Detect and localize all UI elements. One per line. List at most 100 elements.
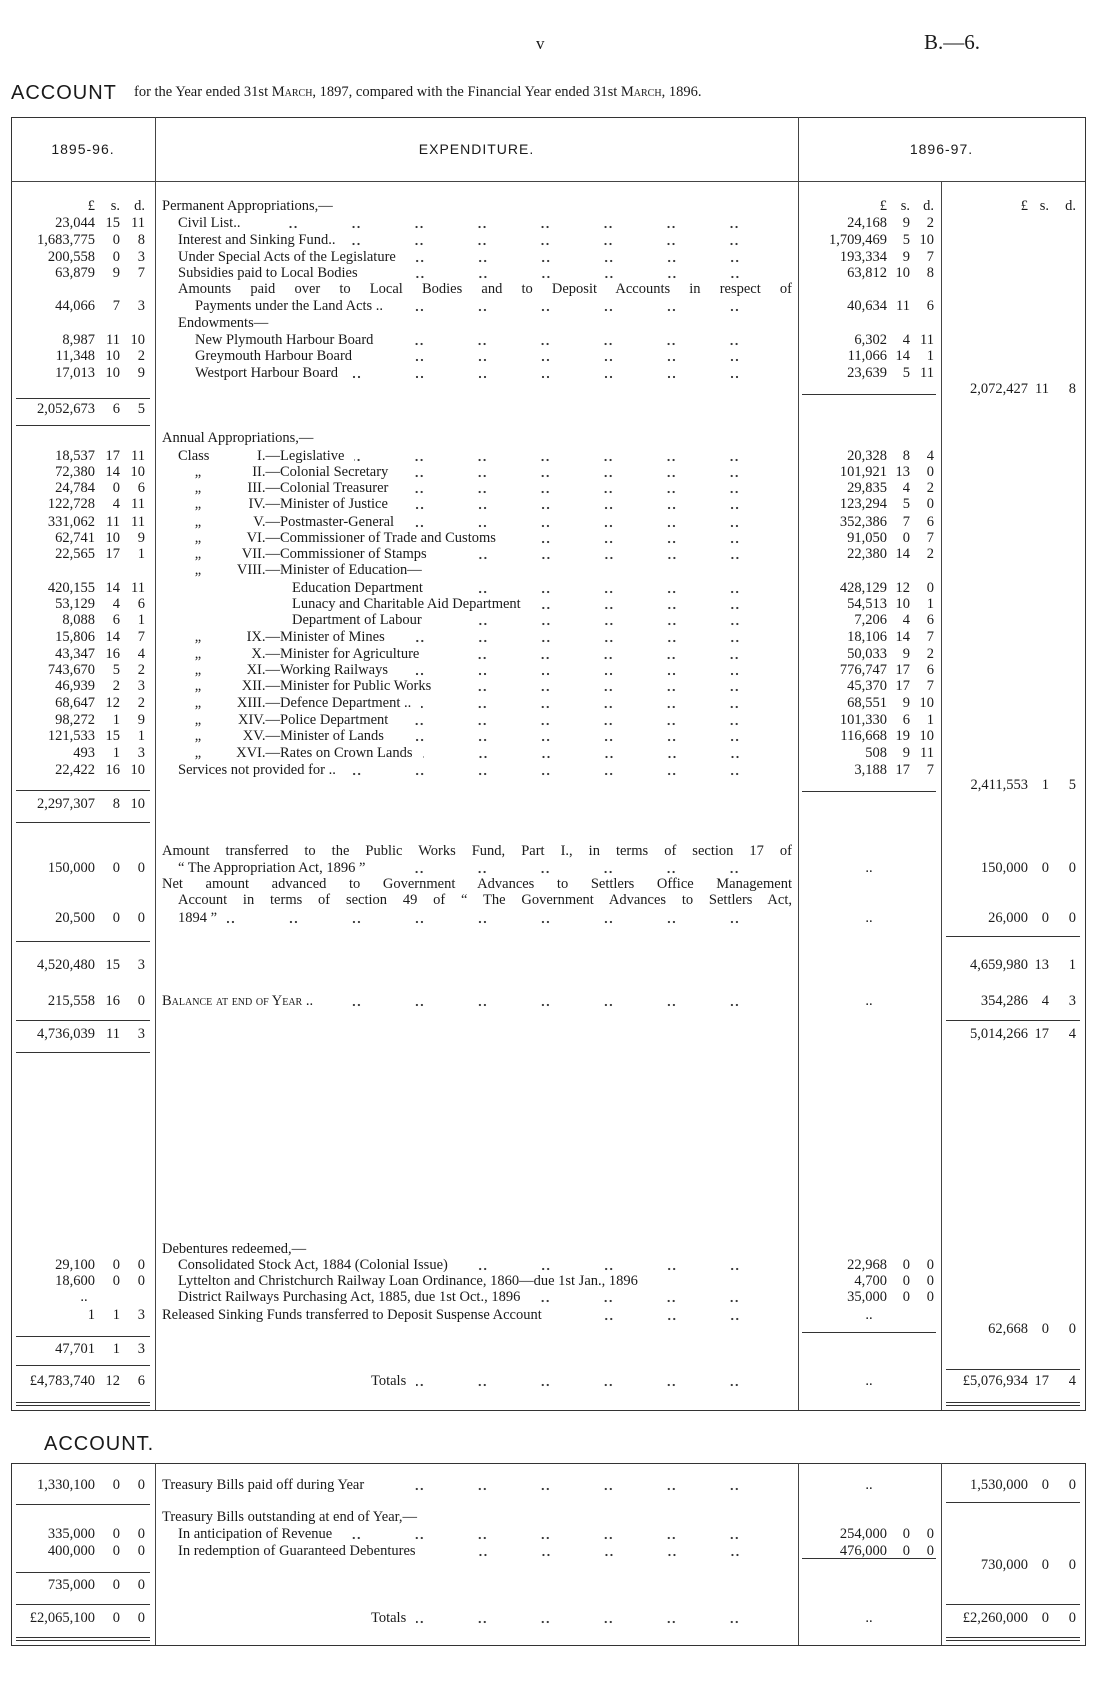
pence: 0 bbox=[926, 1257, 934, 1273]
row-description: Lyttelton and Christchurch Railway Loan … bbox=[178, 1273, 792, 1290]
table-row: New Plymouth Harbour Board 8,987 11 10 6,302… bbox=[0, 332, 1114, 349]
table-row: Education Department 420,155 14 11 428,129 12… bbox=[0, 580, 1114, 597]
pence: 9 bbox=[137, 530, 145, 546]
table-row: 62,668 0 0 bbox=[0, 1321, 1114, 1338]
pence: 0 bbox=[137, 1543, 145, 1559]
description-text: Colonial Secretary bbox=[280, 464, 389, 480]
ditto-mark: „ bbox=[194, 745, 202, 761]
table-row: Treasury Bills paid off during Year 1,330… bbox=[0, 1477, 1114, 1494]
row-description: „ X.— Minister for Agriculture bbox=[178, 646, 792, 663]
leader-dots bbox=[345, 762, 792, 779]
leader-dots bbox=[383, 332, 792, 349]
description-text: Permanent Appropriations,— bbox=[162, 198, 333, 214]
ditto-mark: „ bbox=[194, 546, 202, 562]
shillings: 14 bbox=[105, 580, 121, 596]
class-numeral: IX.— bbox=[246, 629, 280, 645]
description-text: Interest and Sinking Fund.. bbox=[178, 232, 336, 248]
pence: 0 bbox=[1068, 910, 1076, 926]
pence: 11 bbox=[920, 332, 934, 348]
table-row: Permanent Appropriations,— £ s. d. £ s. d. £ s. d… bbox=[0, 198, 1114, 215]
row-description: „ IV.— Minister of Justice bbox=[178, 496, 792, 513]
pence: 10 bbox=[130, 464, 146, 480]
row-description: Consolidated Stock Act, 1884 (Colonial I… bbox=[178, 1257, 792, 1274]
pounds: 22,380 bbox=[847, 546, 887, 562]
shillings: s. bbox=[900, 198, 910, 214]
row-description: Amounts paid over to Local Bodies and to… bbox=[178, 281, 792, 298]
pounds: 62,741 bbox=[55, 530, 95, 546]
shillings: 12 bbox=[895, 580, 911, 596]
pounds: 47,701 bbox=[55, 1341, 95, 1357]
subtitle-part: for the Year ended 31st bbox=[134, 84, 272, 100]
expenditure-table bbox=[11, 117, 1086, 1411]
pence: 1 bbox=[926, 596, 934, 612]
pounds: £2,260,000 bbox=[962, 1610, 1028, 1626]
pence: 5 bbox=[1068, 777, 1076, 793]
leader-dots bbox=[551, 1307, 792, 1324]
leader-dots bbox=[432, 580, 792, 597]
pounds: 4,520,480 bbox=[37, 957, 95, 973]
pence: 11 bbox=[131, 215, 145, 231]
pounds: 22,422 bbox=[55, 762, 95, 778]
description-text: Department of Labour bbox=[292, 612, 422, 628]
pence: 7 bbox=[926, 678, 934, 694]
description-text: Consolidated Stock Act, 1884 (Colonial I… bbox=[178, 1257, 448, 1273]
pounds: 15,806 bbox=[55, 629, 95, 645]
table-row: 2,411,553 1 5 bbox=[0, 777, 1114, 794]
pence: 9 bbox=[137, 365, 145, 381]
pounds: 11,348 bbox=[55, 348, 95, 364]
row-description: Permanent Appropriations,— bbox=[162, 198, 792, 215]
leader-dots bbox=[354, 448, 792, 465]
table-row: „ XI.— Working Railways 743,670 5 2 776,747 17 6 bbox=[0, 662, 1114, 679]
row-description: New Plymouth Harbour Board bbox=[195, 332, 792, 349]
pence: 2 bbox=[926, 546, 934, 562]
leader-dots bbox=[530, 1289, 792, 1306]
pounds: 29,835 bbox=[847, 480, 887, 496]
pounds: 1 bbox=[87, 1307, 95, 1323]
pence: 0 bbox=[926, 1526, 934, 1542]
pounds: 193,334 bbox=[839, 249, 887, 265]
leader-dots bbox=[227, 910, 792, 927]
class-numeral: V.— bbox=[253, 514, 280, 530]
header-expenditure: EXPENDITURE. bbox=[418, 141, 535, 157]
ditto-mark: „ bbox=[194, 562, 202, 578]
table-row: „ V.— Postmaster-General 331,062 11 11 352,386… bbox=[0, 514, 1114, 531]
pence: 3 bbox=[137, 957, 145, 973]
document-reference: B.—6. bbox=[924, 30, 981, 54]
pence: 1 bbox=[137, 612, 145, 628]
shillings: 13 bbox=[895, 464, 911, 480]
shillings: 11 bbox=[896, 298, 910, 314]
pounds: 18,537 bbox=[55, 448, 95, 464]
table-row: 2,297,307 8 10 bbox=[0, 796, 1114, 813]
leader-dots bbox=[436, 546, 792, 563]
shillings: 14 bbox=[105, 629, 121, 645]
pounds: 26,000 bbox=[988, 910, 1028, 926]
ditto-mark: „ bbox=[194, 728, 202, 744]
total-rule bbox=[16, 1052, 150, 1053]
pounds: 45,370 bbox=[847, 678, 887, 694]
shillings: 10 bbox=[105, 348, 121, 364]
shillings: 12 bbox=[105, 695, 121, 711]
pounds: 122,728 bbox=[47, 496, 95, 512]
table-row: „ XIV.— Police Department 98,272 1 9 101,330 6 1 bbox=[0, 712, 1114, 729]
shillings: s. bbox=[1039, 198, 1049, 214]
leader-dots bbox=[323, 993, 792, 1010]
pounds: £5,076,934 bbox=[962, 1373, 1028, 1389]
table-row: Department of Labour 8,088 6 1 7,206 4 6 bbox=[0, 612, 1114, 629]
shillings: 10 bbox=[895, 596, 911, 612]
class-numeral: XV.— bbox=[242, 728, 280, 744]
pounds: 776,747 bbox=[839, 662, 887, 678]
shillings: 14 bbox=[105, 464, 121, 480]
shillings: 16 bbox=[105, 762, 121, 778]
row-description: Annual Appropriations,— bbox=[162, 430, 792, 447]
table-row: Amount transferred to the Public Works F… bbox=[0, 843, 1114, 860]
row-description: Westport Harbour Board bbox=[195, 365, 792, 382]
row-description: Interest and Sinking Fund.. bbox=[178, 232, 792, 249]
pounds: 508 bbox=[865, 745, 887, 761]
pounds: 2,297,307 bbox=[37, 796, 95, 812]
pence: 11 bbox=[131, 496, 145, 512]
pounds: 2,052,673 bbox=[37, 401, 95, 417]
pounds: 4,659,980 bbox=[970, 957, 1028, 973]
total-rule bbox=[16, 1504, 150, 1505]
leader-dots bbox=[405, 249, 792, 266]
table-row: Civil List.. 23,044 15 11 24,168 9 2 bbox=[0, 215, 1114, 232]
